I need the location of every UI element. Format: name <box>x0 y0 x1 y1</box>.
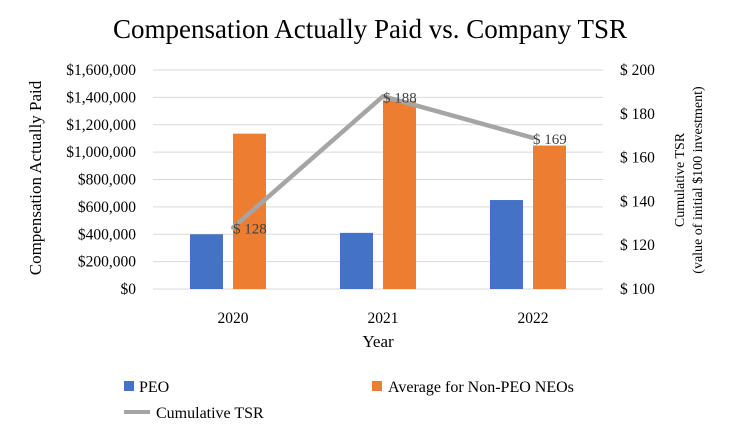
legend-label-neo: Average for Non-PEO NEOs <box>388 379 574 396</box>
y2-tick-label: $ 140 <box>620 193 655 210</box>
tsr-data-label: $ 128 <box>233 222 267 238</box>
y2-tick-label: $ 180 <box>620 106 655 123</box>
bar-peo-2022 <box>490 200 523 289</box>
y-tick-label: $600,000 <box>78 199 136 216</box>
legend-swatch-neo <box>372 381 382 391</box>
x-tick-label: 2021 <box>368 310 399 327</box>
bars <box>190 100 566 289</box>
y-axis-title: Compensation Actually Paid <box>26 80 45 275</box>
y-tick-label: $1,400,000 <box>66 89 136 106</box>
x-tick-label: 2020 <box>218 310 249 327</box>
right-axis-ticks: $ 100 $ 120 $ 140 $ 160 $ 180 $ 200 <box>620 62 655 298</box>
y2-tick-label: $ 160 <box>620 150 655 167</box>
x-axis-title: Year <box>362 332 394 351</box>
y2-tick-label: $ 100 <box>620 281 655 298</box>
legend-label-tsr: Cumulative TSR <box>156 405 264 422</box>
tsr-point-2020 <box>231 225 235 230</box>
y2-axis-title-line1: Cumulative TSR <box>673 132 688 227</box>
y-tick-label: $200,000 <box>78 254 136 271</box>
bar-peo-2020 <box>190 234 223 289</box>
y2-tick-label: $ 120 <box>620 237 655 254</box>
gridlines <box>153 69 603 290</box>
bar-neo-2021 <box>383 100 416 289</box>
tsr-point-2021 <box>381 94 385 99</box>
left-axis-ticks: $0 $200,000 $400,000 $600,000 $800,000 $1,000… <box>66 62 136 298</box>
y-tick-label: $400,000 <box>78 226 136 243</box>
y-tick-label: $1,200,000 <box>66 117 136 134</box>
y2-axis-title: Cumulative TSR (value of initial $100 in… <box>673 86 706 274</box>
y-tick-label: $1,000,000 <box>66 144 136 161</box>
bar-neo-2022 <box>533 145 566 289</box>
y-tick-label: $800,000 <box>78 172 136 189</box>
x-tick-label: 2022 <box>518 310 549 327</box>
y2-tick-label: $ 200 <box>620 62 655 79</box>
tsr-point-2022 <box>531 135 535 140</box>
y-tick-label: $1,600,000 <box>66 62 136 79</box>
y-tick-label: $0 <box>121 281 137 298</box>
tsr-data-label: $ 188 <box>383 90 417 106</box>
tsr-data-label: $ 169 <box>533 132 567 148</box>
y2-axis-title-line2: (value of initial $100 investment) <box>691 86 706 274</box>
bar-peo-2021 <box>340 232 373 289</box>
x-axis-ticks: 2020 2021 2022 <box>218 310 549 327</box>
chart-title: Compensation Actually Paid vs. Company T… <box>113 14 627 44</box>
tsr-line-layer: $ 128 $ 188 $ 169 <box>231 90 567 238</box>
legend-label-peo: PEO <box>139 379 169 396</box>
legend-swatch-peo <box>124 381 134 391</box>
legend: PEO Average for Non-PEO NEOs Cumulative … <box>124 379 574 422</box>
